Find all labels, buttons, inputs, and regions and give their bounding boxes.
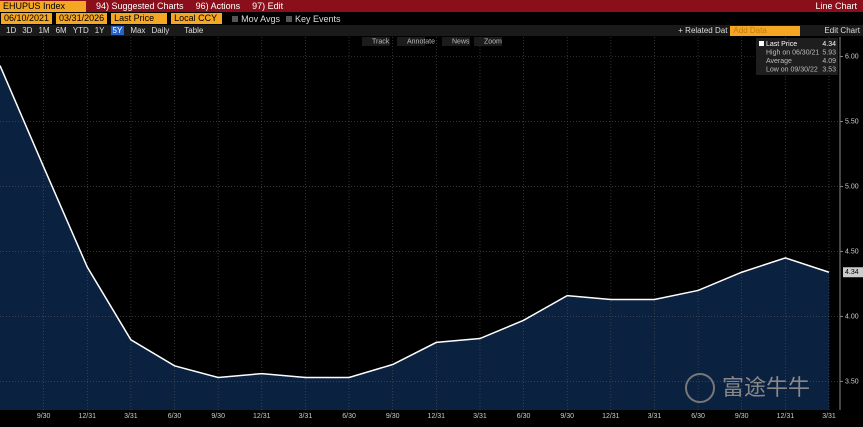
x-tick-label: 3/31	[124, 413, 138, 420]
tool-button[interactable]	[442, 37, 470, 46]
toggle[interactable]: Mov Avgs	[232, 14, 280, 24]
field[interactable]: Last Price	[111, 13, 168, 24]
period-button[interactable]: 1D	[6, 26, 17, 35]
x-tick-label: 9/30	[735, 413, 749, 420]
legend-swatch	[759, 41, 764, 46]
legend-box	[756, 38, 838, 75]
watermark: 富途牛牛	[722, 375, 810, 400]
menu[interactable]: 97) Edit	[252, 1, 284, 11]
x-tick-label: 9/30	[560, 413, 574, 420]
last-price-tag	[843, 267, 863, 278]
y-tick-label: 5.50	[845, 118, 859, 125]
toggle[interactable]: Key Events	[286, 14, 341, 24]
x-tick-label: 12/31	[78, 413, 96, 420]
legend-value: 5.93	[822, 49, 836, 56]
add-data[interactable]: Add Data	[730, 25, 801, 36]
tool-label[interactable]: Annotate	[407, 38, 435, 45]
period-button[interactable]: 1Y	[94, 26, 105, 35]
x-tick-label: 3/31	[648, 413, 662, 420]
start-date[interactable]: 06/10/2021	[1, 13, 53, 24]
tool-button[interactable]	[362, 37, 390, 46]
x-tick-label: 12/31	[428, 413, 446, 420]
edit-chart[interactable]: Edit Chart	[824, 26, 860, 35]
tool-button[interactable]	[474, 37, 502, 46]
frequency[interactable]: Daily	[151, 26, 170, 35]
x-tick-label: 12/31	[253, 413, 271, 420]
y-tick-label: 6.00	[845, 53, 859, 60]
x-tick-label: 6/30	[691, 413, 705, 420]
legend-label: Average	[766, 58, 792, 65]
last-price-label: 4.34	[845, 269, 859, 276]
x-tick-label: 3/31	[473, 413, 487, 420]
price-line	[0, 65, 830, 379]
table-button[interactable]: Table	[184, 26, 204, 35]
settings-bar: 06/10/2021 03/31/2026 Last Price Local C…	[0, 12, 863, 25]
y-tick-label: 4.50	[845, 248, 859, 255]
x-tick-label: 6/30	[168, 413, 182, 420]
menu[interactable]: 94) Suggested Charts	[96, 1, 184, 11]
period-button[interactable]: 6M	[55, 26, 67, 35]
x-tick-label: 3/31	[299, 413, 313, 420]
watermark-icon	[685, 373, 715, 403]
tool-label[interactable]: News	[452, 38, 470, 45]
x-tick-label: 6/30	[342, 413, 356, 420]
related-data[interactable]: + Related Dat	[678, 26, 728, 35]
title-bar: EHUPUS Index 94) Suggested Charts 96) Ac…	[0, 0, 863, 12]
legend-label: Low on 09/30/22	[766, 66, 818, 73]
security-field[interactable]: EHUPUS Index	[0, 0, 86, 12]
period-button[interactable]: Max	[130, 26, 146, 35]
legend-value: 4.09	[822, 58, 836, 65]
period-button[interactable]: 1M	[38, 26, 50, 35]
periods: 1D 3D 1M 6M YTD 1Y 5Y Max	[3, 26, 148, 35]
period-button[interactable]: 3D	[22, 26, 33, 35]
area-fill	[0, 65, 829, 410]
x-tick-label: 9/30	[211, 413, 225, 420]
currency[interactable]: Local CCY	[171, 13, 223, 24]
legend-value: 4.34	[822, 41, 836, 48]
y-tick-label: 4.00	[845, 313, 859, 320]
x-tick-label: 3/31	[822, 413, 836, 420]
x-tick-label: 12/31	[602, 413, 620, 420]
x-tick-label: 9/30	[37, 413, 51, 420]
view-name: Line Chart	[815, 1, 857, 11]
legend-label: High on 06/30/21	[766, 49, 819, 56]
menu[interactable]: 96) Actions	[195, 1, 241, 11]
x-tick-label: 9/30	[386, 413, 400, 420]
legend-label: Last Price	[766, 41, 797, 48]
x-tick-label: 12/31	[777, 413, 795, 420]
period-button[interactable]: 5Y	[110, 26, 125, 35]
period-bar: 1D 3D 1M 6M YTD 1Y 5Y Max Daily Table + Related…	[0, 25, 863, 36]
y-tick-label: 5.00	[845, 183, 859, 190]
end-date[interactable]: 03/31/2026	[56, 13, 108, 24]
tool-label[interactable]: Zoom	[484, 38, 502, 45]
period-button[interactable]: YTD	[72, 26, 89, 35]
legend-value: 3.53	[822, 66, 836, 73]
tool-button[interactable]	[397, 37, 425, 46]
x-tick-label: 6/30	[517, 413, 531, 420]
y-tick-label: 3.50	[845, 378, 859, 385]
tool-label[interactable]: Track	[372, 38, 390, 45]
